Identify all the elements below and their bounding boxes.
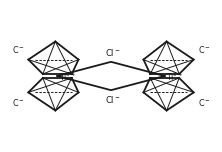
Text: C$^-$: C$^-$ — [198, 44, 210, 55]
Text: C$^-$: C$^-$ — [12, 44, 24, 55]
Text: Ti$^{3+}$: Ti$^{3+}$ — [166, 71, 184, 83]
Text: Cl$^-$: Cl$^-$ — [105, 94, 121, 105]
Text: C$^-$: C$^-$ — [12, 97, 24, 108]
Text: C$^-$: C$^-$ — [198, 97, 210, 108]
Text: Cl$^-$: Cl$^-$ — [105, 47, 121, 58]
Text: Ti$^{3+}$: Ti$^{3+}$ — [59, 71, 76, 83]
